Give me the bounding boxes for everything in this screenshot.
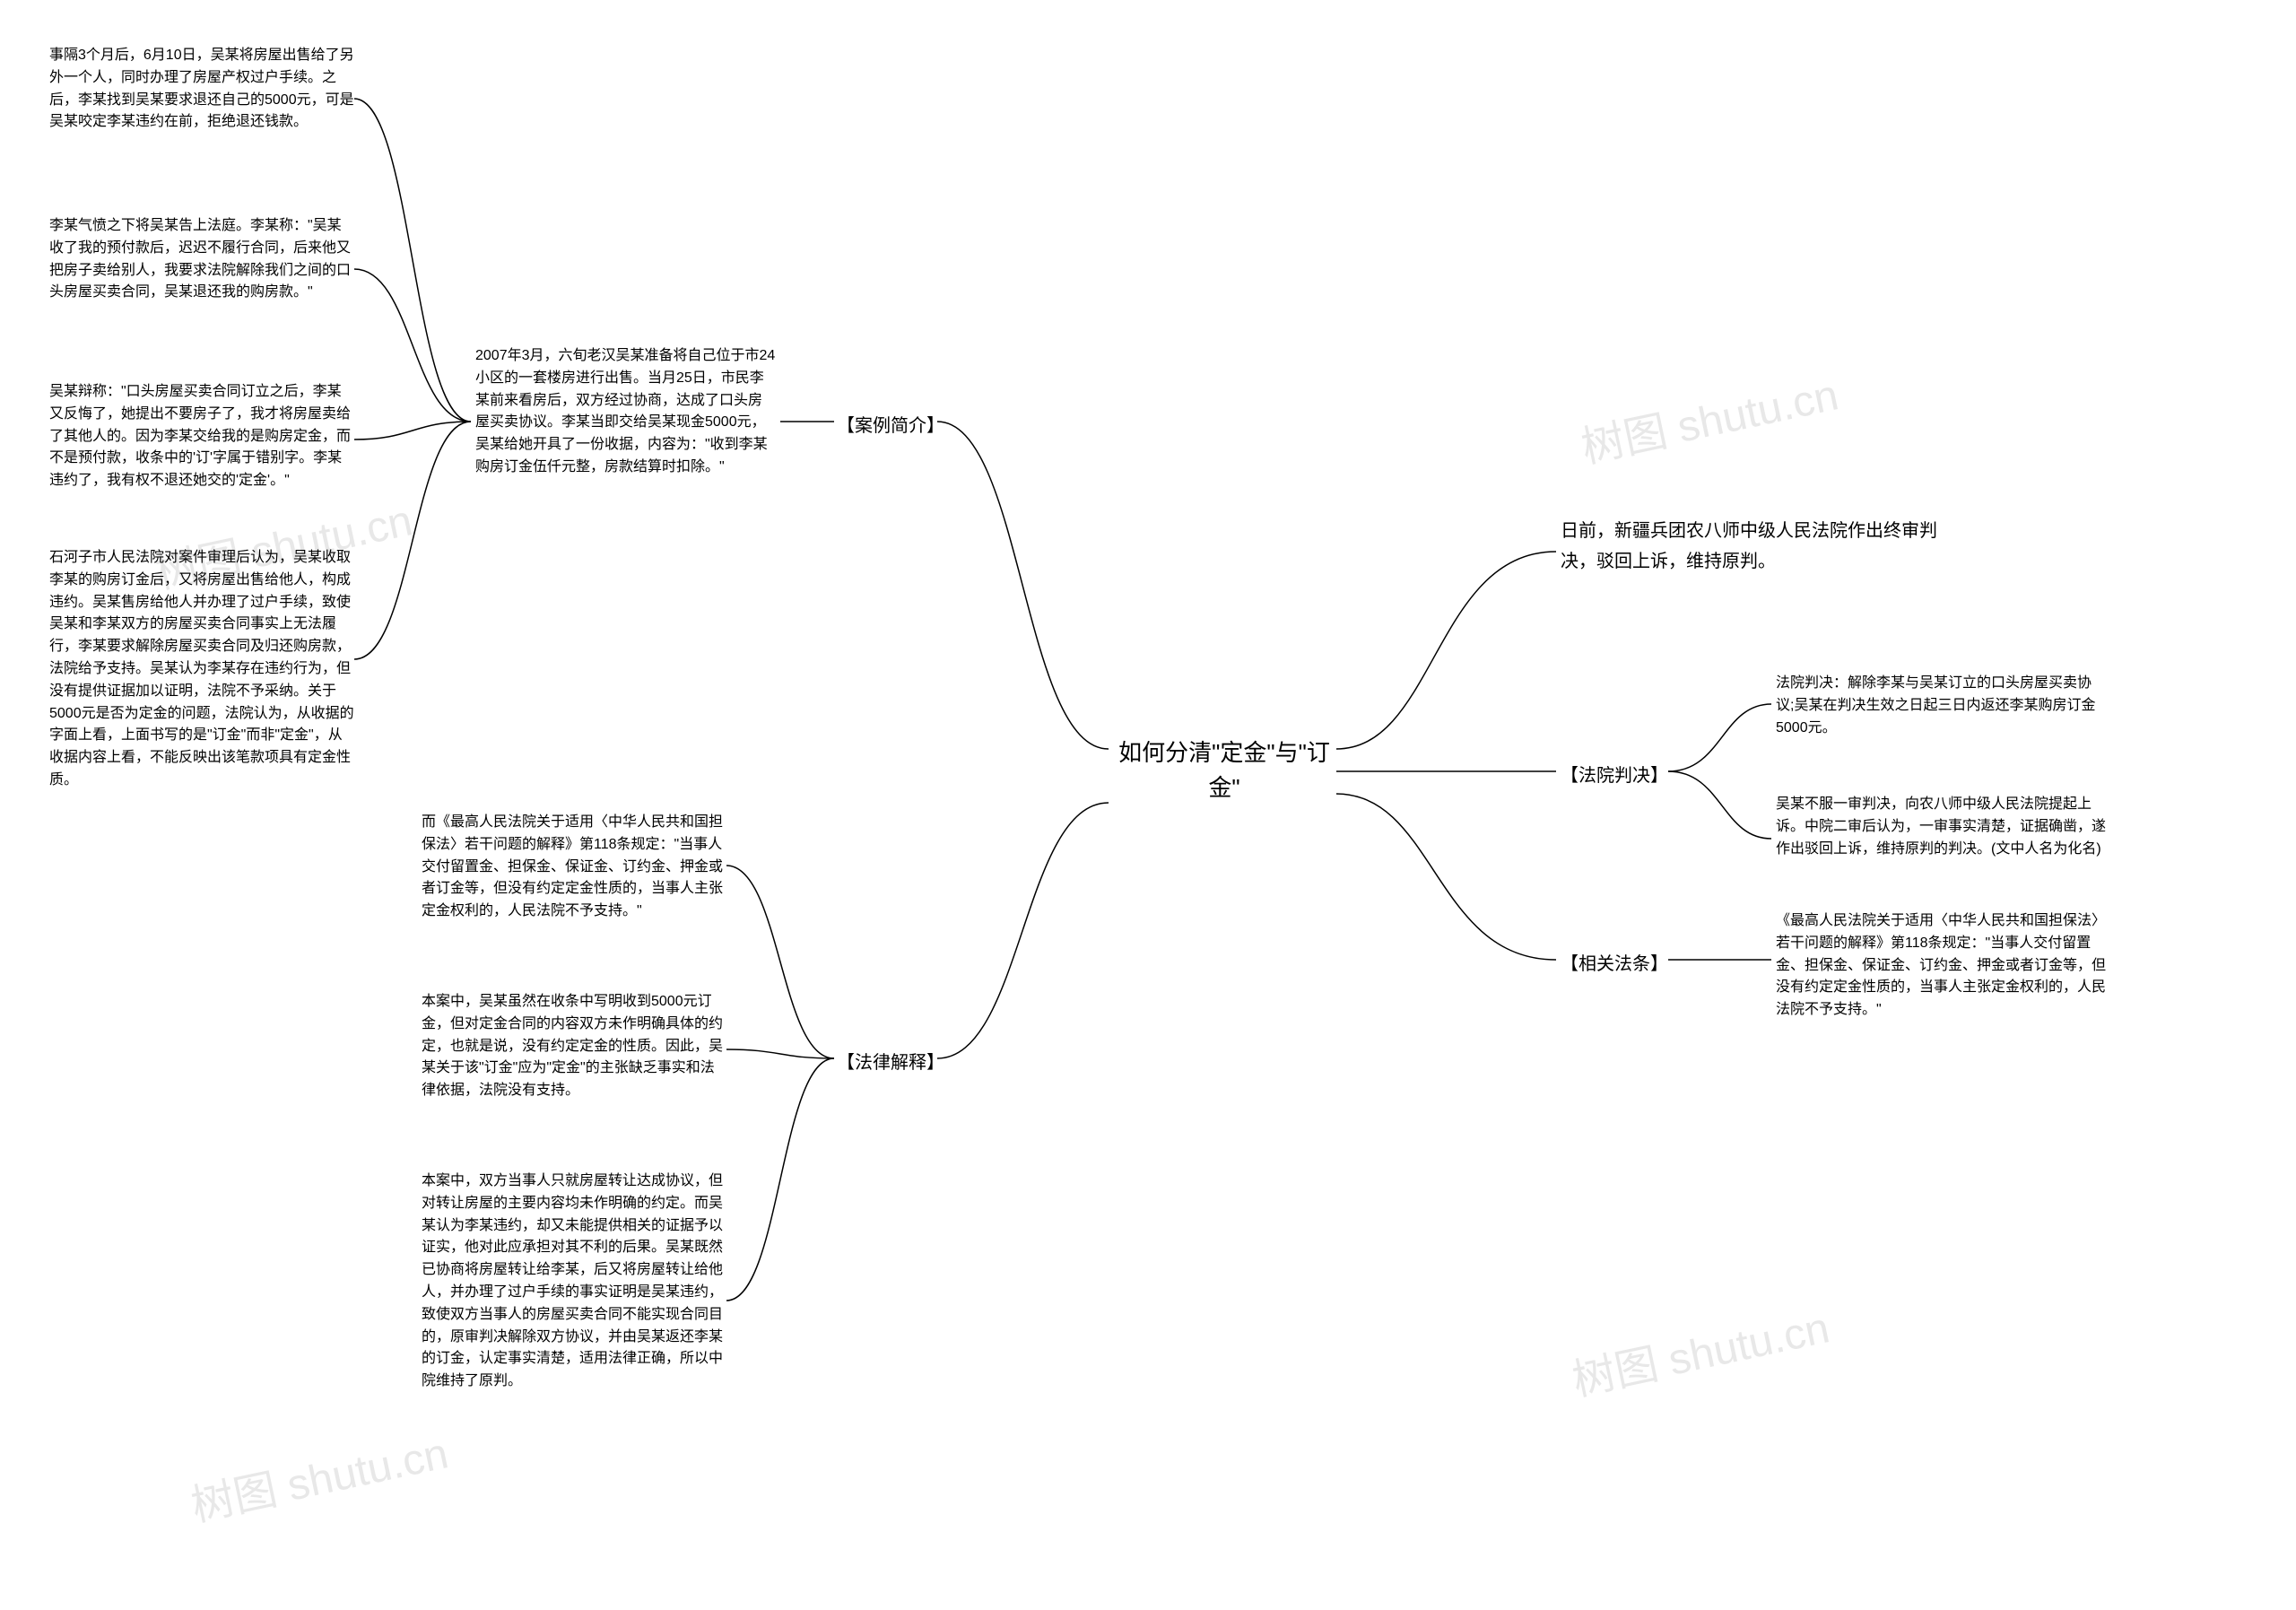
interpret-i3: 本案中，双方当事人只就房屋转让达成协议，但对转让房屋的主要内容均未作明确的约定。… [422,1171,726,1393]
court-c2: 法院判决：解除李某与吴某订立的口头房屋买卖协议;吴某在判决生效之日起三日内返还李… [1776,673,2108,739]
watermark: 树图 shutu.cn [185,1418,453,1534]
center-node: 如何分清"定金"与"订 金" [1108,735,1341,805]
watermark: 树图 shutu.cn [1575,360,1843,475]
interpret-i2: 本案中，吴某虽然在收条中写明收到5000元订金，但对定金合同的内容双方未作明确具… [422,991,726,1102]
court-c3: 吴某不服一审判决，向农八师中级人民法院提起上诉。中院二审后认为，一审事实清楚，证… [1776,794,2108,860]
case-b2: 李某气愤之下将吴某告上法庭。李某称："吴某收了我的预付款后，迟迟不履行合同，后来… [49,215,354,304]
court-c1: 日前，新疆兵团农八师中级人民法院作出终审判决，驳回上诉，维持原判。 [1561,516,1937,577]
branch-interpret: 【法律解释】 [837,1048,944,1074]
case-intro: 2007年3月，六旬老汉吴某准备将自己位于市24小区的一套楼房进行出售。当月25… [475,345,776,479]
center-line2: 金" [1208,774,1239,801]
interpret-i1: 而《最高人民法院关于适用〈中华人民共和国担保法〉若干问题的解释》第118条规定：… [422,812,726,923]
branch-law: 【相关法条】 [1561,949,1668,975]
case-b4: 石河子市人民法院对案件审理后认为，吴某收取李某的购房订金后，又将房屋出售给他人，… [49,547,354,792]
branch-court: 【法院判决】 [1561,761,1668,787]
case-b1: 事隔3个月后，6月10日，吴某将房屋出售给了另外一个人，同时办理了房屋产权过户手… [49,45,354,134]
center-line1: 如何分清"定金"与"订 [1118,739,1330,766]
case-b3: 吴某辩称："口头房屋买卖合同订立之后，李某又反悔了，她提出不要房子了，我才将房屋… [49,381,354,492]
law-l1: 《最高人民法院关于适用〈中华人民共和国担保法〉若干问题的解释》第118条规定："… [1776,910,2108,1022]
watermark: 树图 shutu.cn [1566,1292,1834,1408]
branch-case: 【案例简介】 [837,411,944,437]
